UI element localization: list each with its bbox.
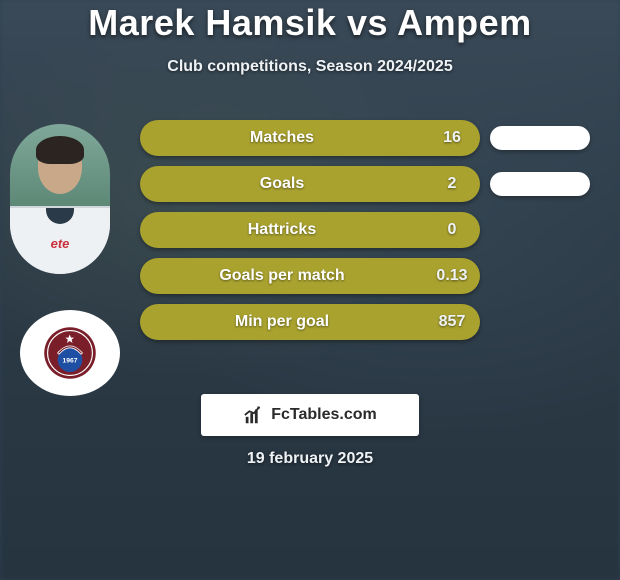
stat-row: Goals2 xyxy=(140,166,600,202)
page-subtitle: Club competitions, Season 2024/2025 xyxy=(0,58,620,76)
stat-pill-left: Goals per match0.13 xyxy=(140,258,480,294)
credit-label: FcTables.com xyxy=(271,406,377,424)
stat-label: Matches xyxy=(140,129,424,147)
page-title: Marek Hamsik vs Ampem xyxy=(0,0,620,44)
stat-label: Goals xyxy=(140,175,424,193)
stat-row: Hattricks0 xyxy=(140,212,600,248)
stat-value-left: 0 xyxy=(424,221,480,239)
stat-pill-left: Matches16 xyxy=(140,120,480,156)
stat-label: Goals per match xyxy=(140,267,424,285)
stat-value-left: 16 xyxy=(424,129,480,147)
stat-pill-right xyxy=(490,172,590,196)
jersey-sponsor-text: ete xyxy=(51,236,70,251)
chart-icon xyxy=(243,404,265,426)
club-badge: 1967 xyxy=(20,310,120,396)
stat-row: Matches16 xyxy=(140,120,600,156)
stat-value-left: 857 xyxy=(424,313,480,331)
stat-value-left: 0.13 xyxy=(424,267,480,285)
player-photo: ete xyxy=(10,124,110,274)
svg-text:1967: 1967 xyxy=(63,358,78,365)
stat-label: Hattricks xyxy=(140,221,424,239)
stat-pill-left: Goals2 xyxy=(140,166,480,202)
club-crest-icon: 1967 xyxy=(42,325,98,381)
stat-pill-left: Hattricks0 xyxy=(140,212,480,248)
credit-box[interactable]: FcTables.com xyxy=(201,394,419,436)
date-label: 19 february 2025 xyxy=(0,450,620,468)
content-root: Marek Hamsik vs Ampem Club competitions,… xyxy=(0,0,620,580)
stat-pill-left: Min per goal857 xyxy=(140,304,480,340)
stat-pill-right xyxy=(490,126,590,150)
stat-label: Min per goal xyxy=(140,313,424,331)
stat-row: Goals per match0.13 xyxy=(140,258,600,294)
stat-rows: Matches16 Goals2 Hattricks0 Goals per match… xyxy=(140,120,600,350)
stat-value-left: 2 xyxy=(424,175,480,193)
stat-row: Min per goal857 xyxy=(140,304,600,340)
player-jersey: ete xyxy=(10,206,110,274)
